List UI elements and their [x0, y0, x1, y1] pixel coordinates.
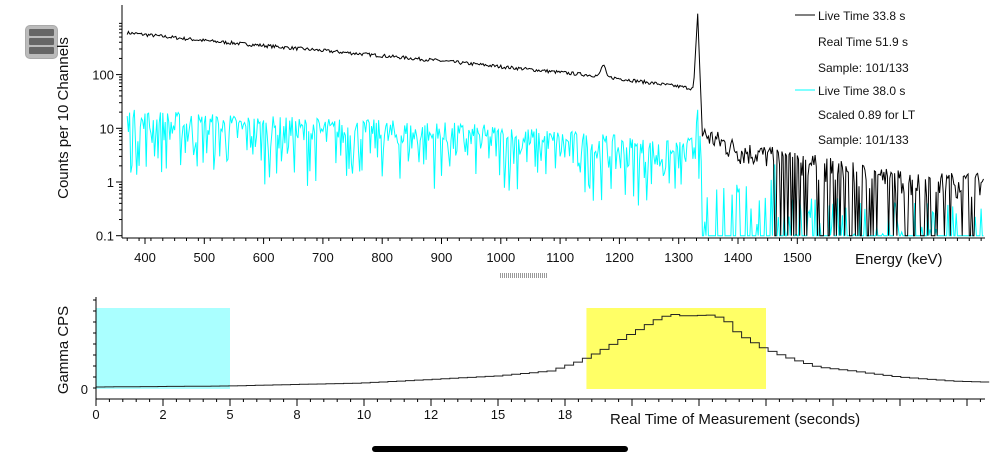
- x-tick-label: 900: [431, 250, 453, 265]
- y-axis-label: Counts per 10 Channels: [55, 37, 72, 199]
- y-tick-label: 100: [92, 68, 114, 83]
- x-tick-label: 0: [92, 407, 99, 422]
- x-tick-label: 1400: [724, 250, 753, 265]
- x-tick-label: 500: [193, 250, 215, 265]
- x-tick-label: 1500: [783, 250, 812, 265]
- x-tick-label: 1200: [605, 250, 634, 265]
- y-tick-label: 1: [107, 175, 114, 190]
- x-tick-label: 5: [226, 407, 233, 422]
- x-tick-label: 1000: [486, 250, 515, 265]
- series-sample-cyan: [126, 109, 984, 237]
- x-tick-label: 400: [134, 250, 156, 265]
- legend-label: Live Time 38.0 s: [818, 84, 905, 98]
- x-tick-label: 1100: [546, 250, 574, 265]
- x-tick-label: 10: [357, 407, 371, 422]
- series-sample-black: [126, 13, 984, 237]
- legend-label: Live Time 33.8 s: [818, 9, 905, 23]
- x-tick-label: 2: [159, 407, 166, 422]
- x-tick-label: 12: [424, 407, 438, 422]
- menu-button[interactable]: [25, 25, 58, 59]
- legend-label: Sample: 101/133: [818, 61, 909, 75]
- x-tick-label: 600: [253, 250, 275, 265]
- legend-label: Scaled 0.89 for LT: [818, 108, 916, 122]
- legend-label: Sample: 101/133: [818, 133, 909, 147]
- cps-line: [96, 314, 990, 388]
- x-tick-label: 8: [293, 407, 300, 422]
- x-tick-label: 18: [558, 407, 572, 422]
- region-background[interactable]: [96, 308, 230, 389]
- x-tick-label: 800: [371, 250, 393, 265]
- region-sample[interactable]: [586, 308, 766, 389]
- y-axis-label: Gamma CPS: [55, 306, 72, 394]
- resize-handle[interactable]: [500, 273, 547, 278]
- spectrum-chart: 400 500 600 700 800 900 1000 1100 1200 1300 1400 15…: [55, 5, 985, 268]
- x-axis-label: Real Time of Measurement (seconds): [610, 411, 860, 428]
- home-indicator[interactable]: [372, 446, 628, 452]
- x-tick-label: 1300: [664, 250, 693, 265]
- x-axis-label: Energy (keV): [855, 251, 943, 268]
- x-tick-label: 700: [312, 250, 334, 265]
- y-tick-label: 0: [81, 382, 88, 397]
- legend: Live Time 33.8 s Real Time 51.9 s Sample…: [795, 9, 916, 147]
- legend-label: Real Time 51.9 s: [818, 35, 908, 49]
- y-tick-label: 0.1: [96, 229, 114, 244]
- y-tick-label: 10: [100, 121, 114, 136]
- x-tick-label: 15: [491, 407, 505, 422]
